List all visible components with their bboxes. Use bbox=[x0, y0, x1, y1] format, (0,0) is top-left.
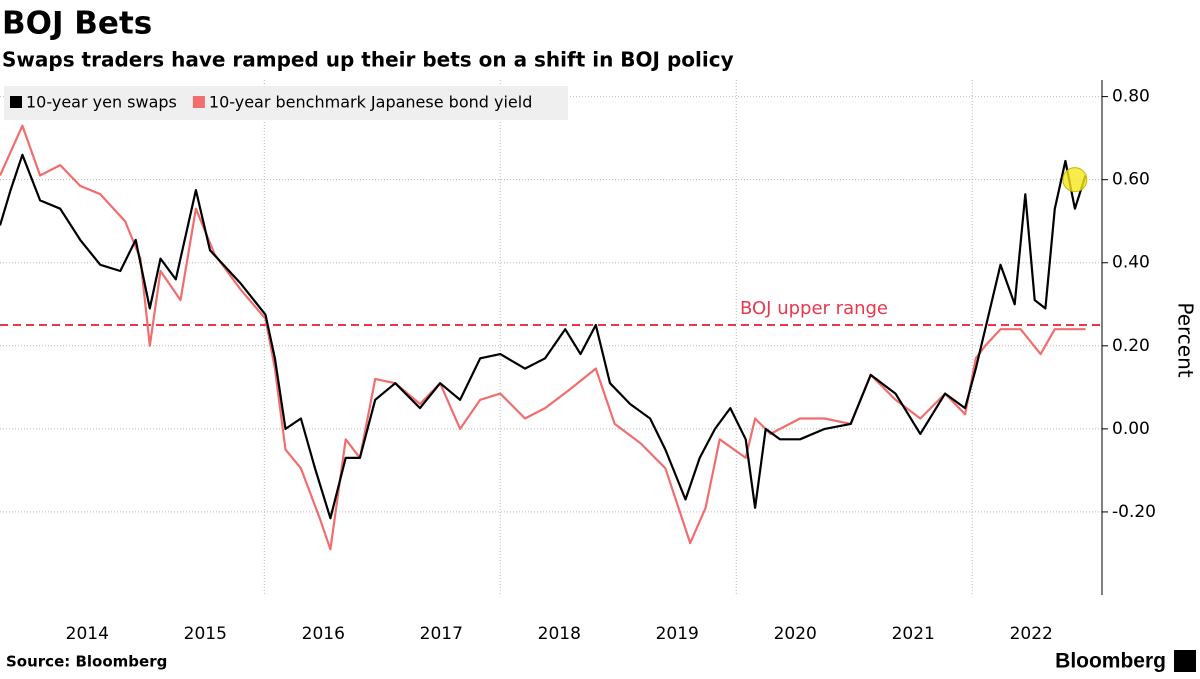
x-tick-label: 2019 bbox=[656, 624, 699, 644]
legend-swatch bbox=[10, 96, 22, 108]
chart-subtitle: Swaps traders have ramped up their bets … bbox=[2, 48, 734, 72]
y-axis-label: Percent bbox=[1174, 302, 1198, 377]
legend-label: 10-year benchmark Japanese bond yield bbox=[209, 93, 532, 112]
y-tick-label: 0.80 bbox=[1112, 87, 1150, 107]
x-tick-label: 2015 bbox=[184, 624, 227, 644]
source-note: Source: Bloomberg bbox=[6, 653, 167, 671]
series-line bbox=[0, 124, 1086, 551]
legend-label: 10-year yen swaps bbox=[26, 93, 177, 112]
x-tick-label: 2021 bbox=[892, 624, 935, 644]
x-tick-label: 2017 bbox=[420, 624, 463, 644]
y-tick-label: -0.20 bbox=[1112, 502, 1156, 522]
brand: Bloomberg bbox=[1055, 650, 1166, 673]
x-tick-label: 2020 bbox=[774, 624, 817, 644]
legend-box bbox=[4, 86, 568, 120]
y-tick-label: 0.60 bbox=[1112, 170, 1150, 190]
highlight-marker bbox=[1062, 167, 1088, 193]
x-tick-label: 2022 bbox=[1010, 624, 1053, 644]
reference-label: BOJ upper range bbox=[740, 298, 888, 319]
series-line bbox=[0, 153, 1087, 520]
chart-title: BOJ Bets bbox=[2, 6, 152, 42]
legend-swatch bbox=[192, 96, 205, 108]
x-tick-label: 2014 bbox=[66, 624, 109, 644]
y-tick-label: 0.00 bbox=[1112, 419, 1150, 439]
x-tick-label: 2016 bbox=[302, 624, 345, 644]
x-tick-label: 2018 bbox=[538, 624, 581, 644]
brand-icon bbox=[1174, 650, 1196, 672]
y-tick-label: 0.20 bbox=[1112, 336, 1150, 356]
y-tick-label: 0.40 bbox=[1112, 253, 1150, 273]
